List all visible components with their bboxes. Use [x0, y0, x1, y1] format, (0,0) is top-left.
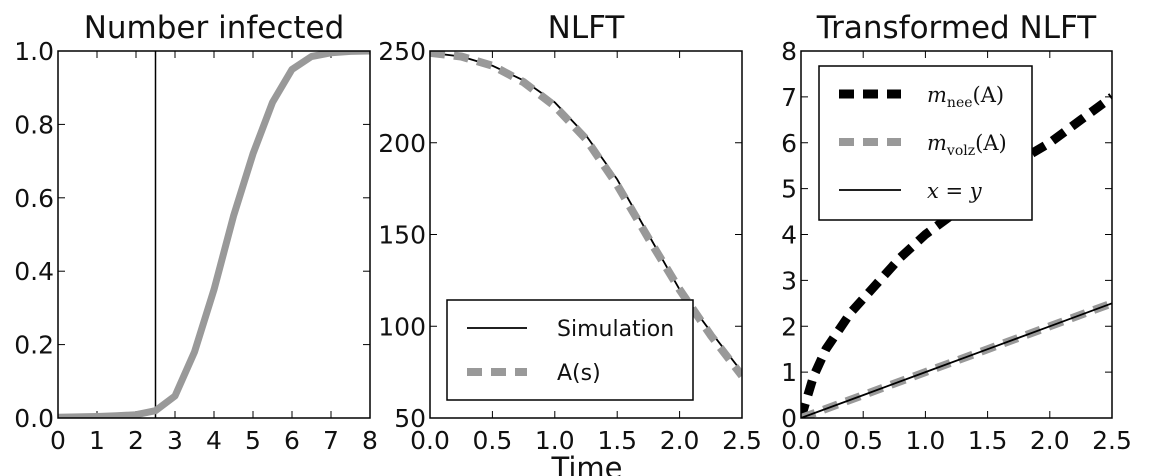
- y-tick-label: 100: [378, 312, 426, 341]
- y-tick-label: 6: [781, 129, 797, 158]
- series-line: [801, 302, 1112, 418]
- x-tick-label: 1.5: [968, 426, 1008, 455]
- x-tick-label: 0.0: [410, 426, 450, 455]
- x-tick-label: 2: [128, 426, 144, 455]
- y-tick-label: 4: [781, 221, 797, 250]
- x-axis-label: Time: [551, 451, 623, 476]
- chart-title: NLFT: [548, 10, 626, 46]
- y-tick-label: 0.4: [14, 257, 54, 286]
- y-tick-label: 8: [781, 37, 797, 66]
- x-tick-label: 3: [167, 426, 183, 455]
- y-tick-label: 7: [781, 83, 797, 112]
- x-tick-label: 0.0: [781, 426, 821, 455]
- x-tick-label: 6: [284, 426, 300, 455]
- axes-frame: [429, 50, 743, 419]
- x-tick-label: 2.5: [1092, 426, 1132, 455]
- axes-frame: [800, 50, 1113, 419]
- y-tick-label: 3: [781, 266, 797, 295]
- x-tick-label: 1.5: [597, 426, 637, 455]
- x-tick-label: 0.5: [843, 426, 883, 455]
- y-tick-label: 0.8: [14, 110, 54, 139]
- y-tick-label: 200: [378, 129, 426, 158]
- series-line: [58, 51, 370, 418]
- axes-frame: [57, 50, 371, 419]
- legend-label: Simulation: [557, 317, 674, 342]
- y-tick-label: 50: [394, 404, 426, 433]
- y-tick-label: 0.2: [14, 331, 54, 360]
- x-tick-label: 0: [50, 426, 66, 455]
- x-tick-label: 1: [89, 426, 105, 455]
- series-line: [430, 51, 742, 379]
- y-tick-label: 150: [378, 221, 426, 250]
- x-tick-label: 2.0: [660, 426, 700, 455]
- y-tick-label: 0.6: [14, 184, 54, 213]
- legend-label: mnee(A): [927, 83, 1004, 111]
- x-tick-label: 2.5: [722, 426, 762, 455]
- x-tick-label: 5: [245, 426, 261, 455]
- legend-label: x = y: [927, 179, 983, 203]
- y-tick-label: 5: [781, 175, 797, 204]
- x-tick-label: 8: [362, 426, 378, 455]
- y-tick-label: 0: [781, 404, 797, 433]
- x-tick-label: 4: [206, 426, 222, 455]
- y-tick-label: 250: [378, 37, 426, 66]
- chart-title: Number infected: [84, 10, 345, 46]
- y-tick-label: 1: [781, 358, 797, 387]
- panel-number-infected: Number infected 0 1 2 3 4 5 6 7 8 0.0 0.2 0.4 0.6 0.8 1…: [14, 10, 378, 455]
- y-tick-label: 0.0: [14, 404, 54, 433]
- legend: mnee(A) mvolz(A) x = y: [818, 65, 1033, 221]
- legend-label: mvolz(A): [927, 131, 1007, 159]
- x-tick-label: 1.0: [906, 426, 946, 455]
- x-tick-label: 1.0: [535, 426, 575, 455]
- panel-nlft: NLFT 0.0 0.5 1.0 1.5 2.0 2.5 50 100 150 200 250 Simu…: [378, 10, 762, 455]
- legend-box: [818, 65, 1033, 221]
- x-tick-label: 7: [323, 426, 339, 455]
- panel-transformed-nlft: Transformed NLFT 0.0 0.5 1.0 1.5 2.0 2.5 0 1 2 3 4 5…: [781, 10, 1132, 455]
- chart-title: Transformed NLFT: [816, 10, 1098, 46]
- y-tick-label: 1.0: [14, 37, 54, 66]
- legend: Simulation A(s): [446, 299, 694, 401]
- x-tick-label: 2.0: [1030, 426, 1070, 455]
- y-tick-label: 2: [781, 312, 797, 341]
- x-tick-label: 0.5: [473, 426, 513, 455]
- legend-label: A(s): [557, 361, 601, 386]
- series-line: [801, 93, 1112, 418]
- legend-box: [446, 299, 694, 401]
